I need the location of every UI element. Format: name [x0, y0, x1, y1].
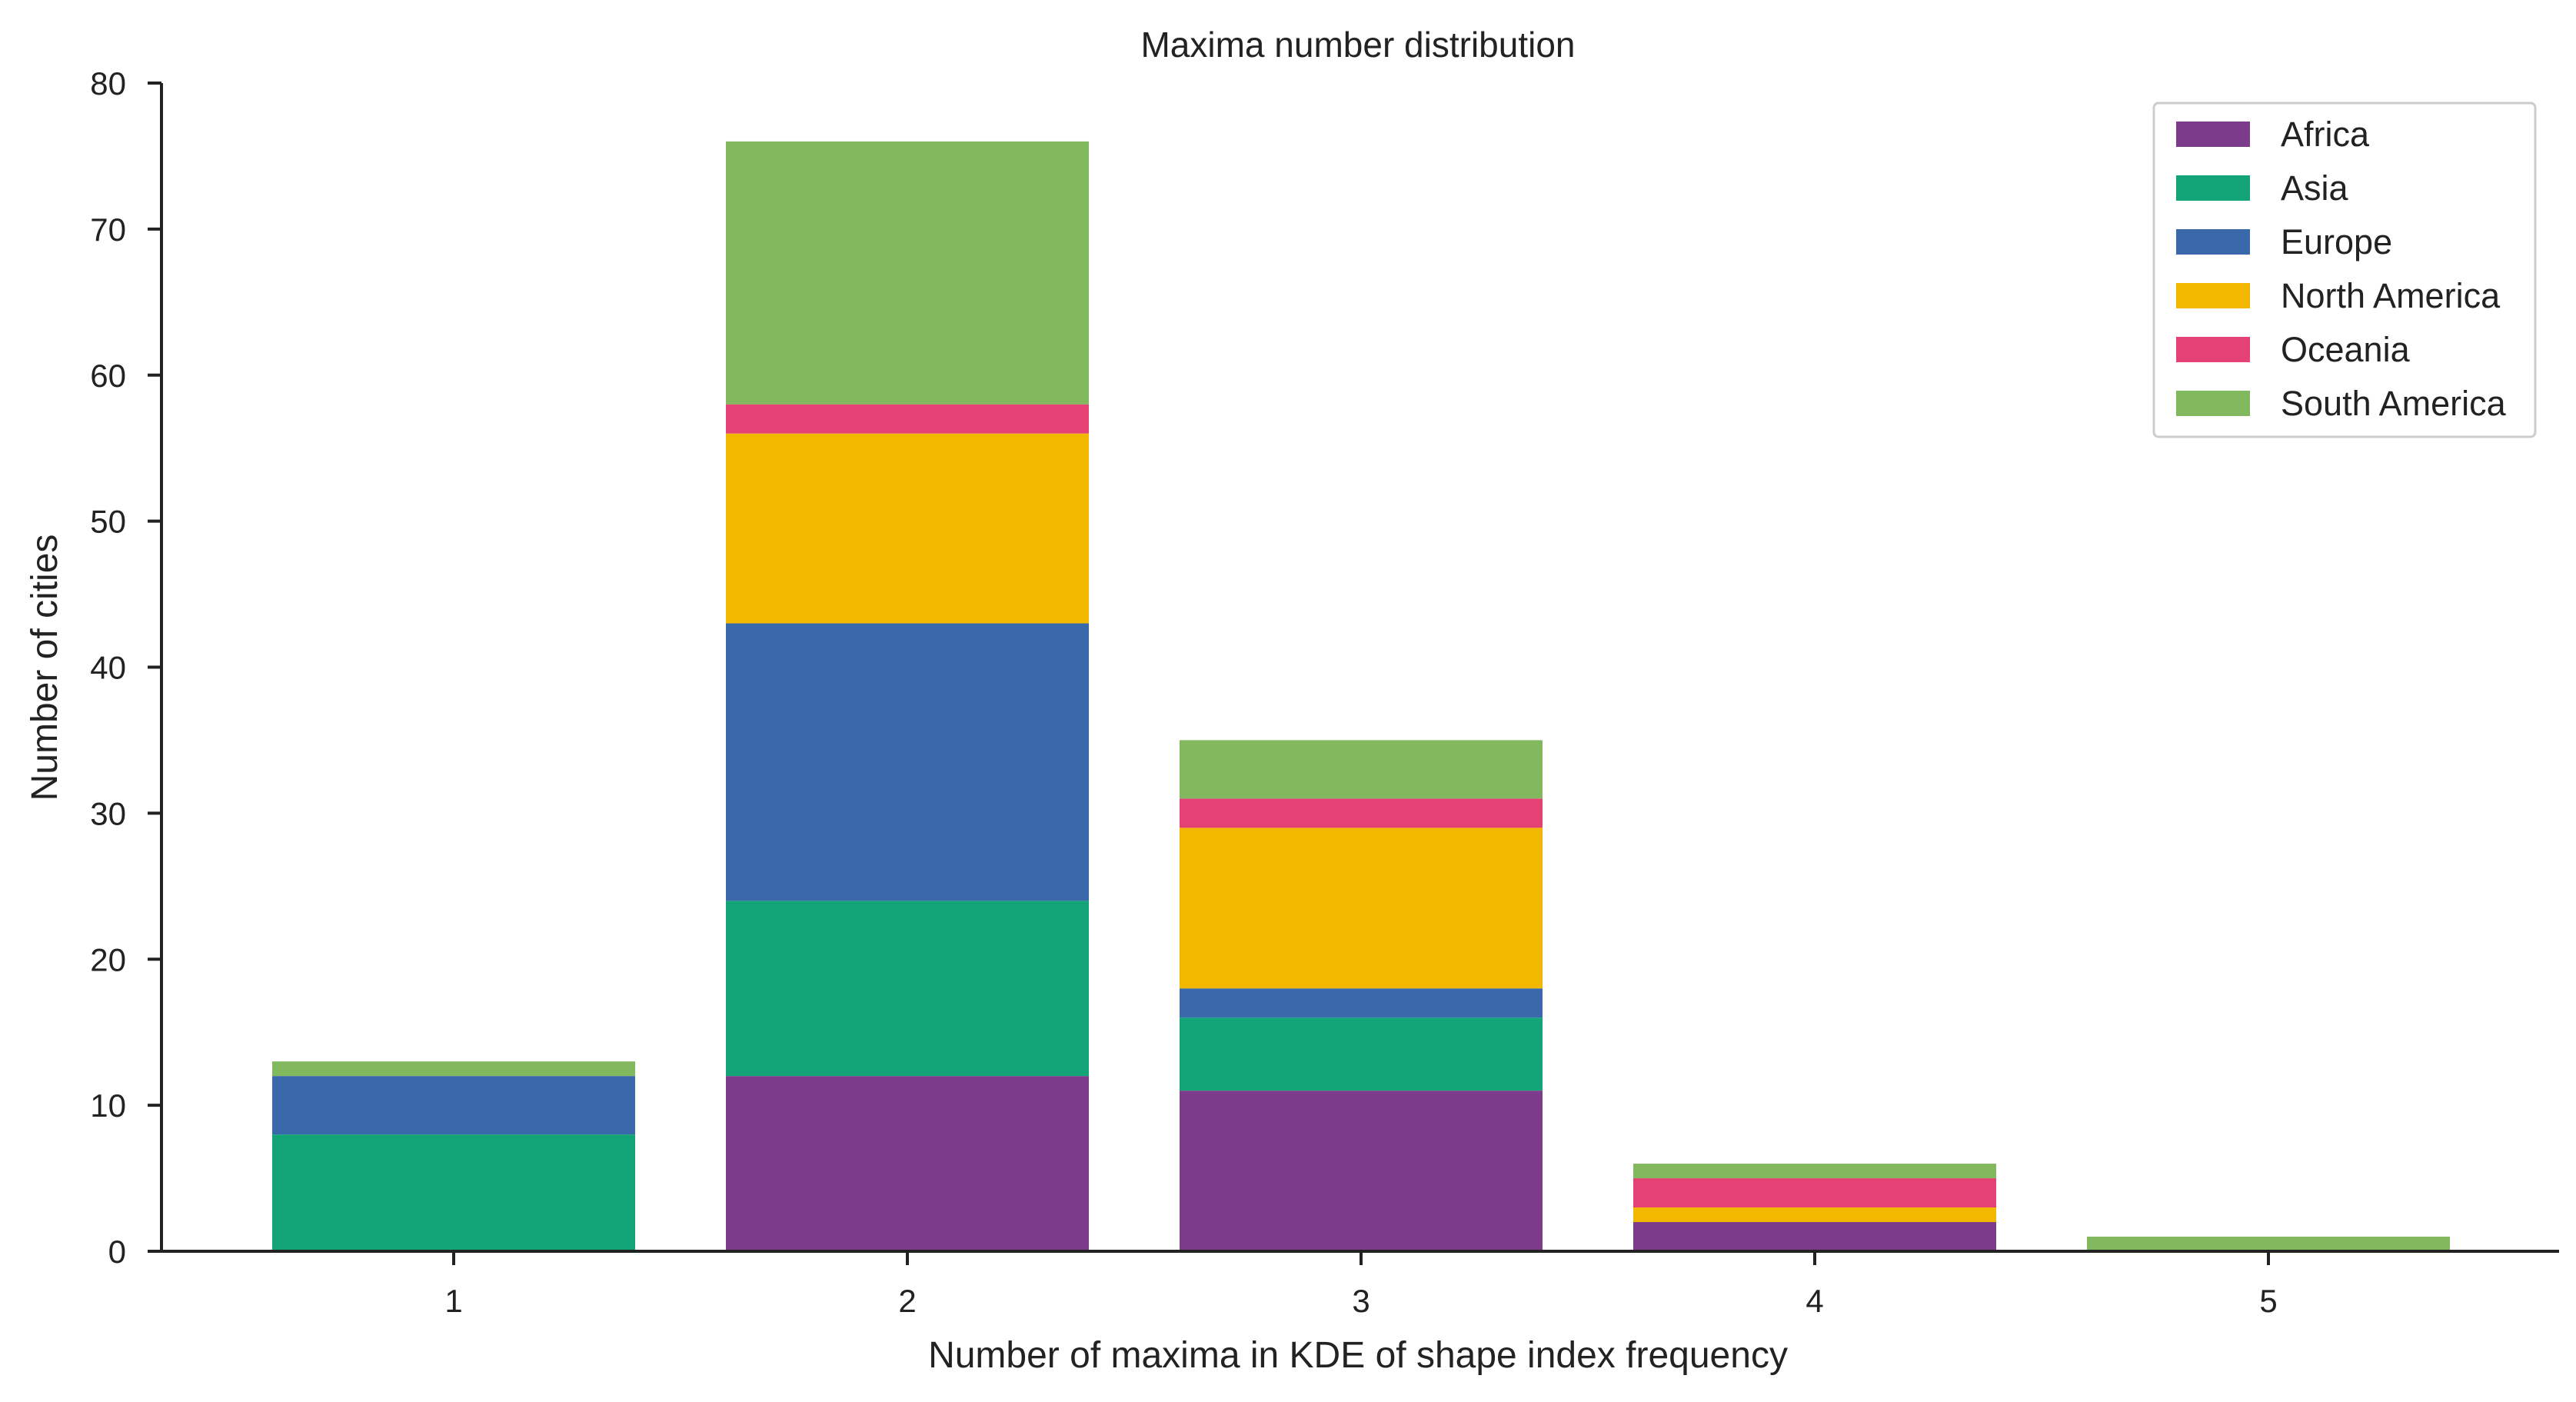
legend-swatch-north-america: [2176, 283, 2250, 308]
legend-label-europe: Europe: [2281, 222, 2392, 261]
bar-asia-3: [1180, 1017, 1543, 1091]
y-tick-label: 50: [90, 504, 126, 540]
bar-africa-3: [1180, 1091, 1543, 1251]
bar-asia-1: [272, 1134, 635, 1251]
bar-south-america-3: [1180, 740, 1543, 799]
bars-group: [272, 141, 2450, 1251]
legend: Africa Asia Europe North America Oceania Sout…: [2152, 102, 2537, 438]
bar-europe-3: [1180, 988, 1543, 1018]
x-tick-label: 1: [444, 1283, 462, 1319]
legend-label-asia: Asia: [2281, 168, 2349, 208]
x-axis: 1 2 3 4 5: [160, 1250, 2559, 1319]
y-tick-label: 80: [90, 65, 126, 102]
bar-south-america-2: [726, 141, 1089, 405]
legend-label-south-america: South America: [2281, 384, 2507, 423]
bar-south-america-1: [272, 1061, 635, 1077]
bar-europe-1: [272, 1076, 635, 1135]
legend-swatch-africa: [2176, 122, 2250, 147]
bar-africa-2: [726, 1076, 1089, 1251]
bar-oceania-3: [1180, 798, 1543, 828]
legend-swatch-oceania: [2176, 337, 2250, 362]
legend-label-oceania: Oceania: [2281, 330, 2411, 369]
y-tick-label: 10: [90, 1087, 126, 1124]
x-axis-label: Number of maxima in KDE of shape index f…: [928, 1335, 1788, 1376]
x-tick-label: 4: [1806, 1283, 1823, 1319]
y-axis: 0 10 20 30 40 50 60 70 80: [90, 65, 163, 1270]
legend-swatch-asia: [2176, 175, 2250, 201]
bar-oceania-4: [1633, 1178, 1996, 1208]
bar-south-america-4: [1633, 1164, 1996, 1179]
y-tick-label: 0: [108, 1234, 126, 1270]
bar-asia-2: [726, 901, 1089, 1077]
legend-swatch-europe: [2176, 229, 2250, 255]
x-tick-label: 2: [898, 1283, 916, 1319]
bar-north-america-4: [1633, 1207, 1996, 1223]
legend-label-north-america: North America: [2281, 276, 2501, 315]
bar-africa-4: [1633, 1222, 1996, 1251]
legend-swatch-south-america: [2176, 391, 2250, 416]
bar-south-america-5: [2087, 1237, 2450, 1251]
y-tick-label: 20: [90, 941, 126, 977]
x-tick-label: 3: [1352, 1283, 1370, 1319]
bar-oceania-2: [726, 404, 1089, 434]
y-tick-label: 40: [90, 650, 126, 686]
y-tick-label: 60: [90, 358, 126, 394]
chart-title: Maxima number distribution: [1140, 25, 1575, 65]
y-axis-label: Number of cities: [25, 534, 65, 801]
bar-europe-2: [726, 623, 1089, 901]
legend-label-africa: Africa: [2281, 115, 2370, 154]
bar-north-america-3: [1180, 828, 1543, 989]
y-tick-label: 30: [90, 795, 126, 831]
x-tick-label: 5: [2259, 1283, 2277, 1319]
y-tick-label: 70: [90, 211, 126, 248]
bar-north-america-2: [726, 433, 1089, 624]
